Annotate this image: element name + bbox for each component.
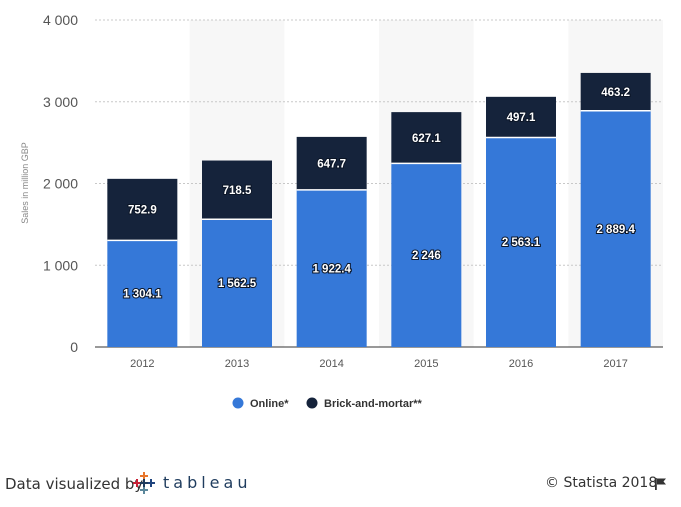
legend-label: Brick-and-mortar** bbox=[324, 398, 423, 410]
data-label: 718.5 bbox=[223, 185, 252, 197]
data-label: 2 246 bbox=[412, 250, 441, 262]
bar-brick-and-mortar bbox=[391, 112, 462, 164]
y-axis-label: Sales in million GBP bbox=[20, 142, 30, 224]
tableau-logo-icon bbox=[133, 472, 155, 494]
bar-brick-and-mortar bbox=[202, 160, 272, 220]
footer: Data visualized by tableau © Statista 20… bbox=[0, 466, 681, 500]
bar-online bbox=[391, 163, 462, 347]
flag-icon[interactable] bbox=[654, 477, 668, 491]
data-label: 2 889.4 bbox=[596, 224, 635, 236]
x-tick-label: 2016 bbox=[509, 358, 533, 370]
bar-brick-and-mortar bbox=[486, 96, 556, 138]
y-tick-label: 4 000 bbox=[43, 12, 78, 28]
data-label: 497.1 bbox=[507, 112, 536, 124]
bar-online bbox=[296, 189, 367, 347]
x-tick-label: 2012 bbox=[130, 358, 154, 370]
bar-brick-and-mortar bbox=[107, 178, 178, 241]
data-label: 1 922.4 bbox=[312, 263, 351, 275]
y-tick-label: 1 000 bbox=[43, 257, 78, 273]
bar-online bbox=[486, 137, 556, 347]
x-tick-label: 2017 bbox=[603, 358, 627, 370]
legend-label: Online* bbox=[250, 398, 289, 410]
legend-marker-online bbox=[232, 397, 244, 409]
credit-text: Data visualized by bbox=[5, 475, 144, 493]
bar-online bbox=[202, 219, 272, 347]
legend: Online* Brick-and-mortar** bbox=[232, 397, 423, 410]
bar-online bbox=[107, 240, 178, 347]
y-tick-label: 3 000 bbox=[43, 94, 78, 110]
data-label: 1 562.5 bbox=[218, 278, 257, 290]
stacked-bar-chart: 1 304.1 752.9 1 562.5 718.5 1 922.4 647.7 2 24… bbox=[20, 12, 663, 410]
x-tick-label: 2013 bbox=[225, 358, 249, 370]
data-label: 1 304.1 bbox=[123, 289, 162, 301]
bar-online bbox=[580, 110, 651, 347]
bar-brick-and-mortar bbox=[580, 72, 651, 111]
x-tick-label: 2014 bbox=[319, 358, 343, 370]
data-label: 627.1 bbox=[412, 133, 441, 145]
data-label: 647.7 bbox=[317, 158, 346, 170]
bar-brick-and-mortar bbox=[296, 136, 367, 190]
y-tick-label: 0 bbox=[70, 339, 78, 355]
copyright-text: © Statista 2018 bbox=[545, 475, 658, 491]
y-tick-label: 2 000 bbox=[43, 176, 78, 192]
data-label: 752.9 bbox=[128, 205, 157, 217]
x-tick-label: 2015 bbox=[414, 358, 438, 370]
tableau-wordmark: tableau bbox=[163, 473, 252, 492]
data-label: 2 563.1 bbox=[502, 237, 541, 249]
data-label: 463.2 bbox=[601, 87, 630, 99]
legend-marker-brick-and-mortar bbox=[306, 397, 318, 409]
